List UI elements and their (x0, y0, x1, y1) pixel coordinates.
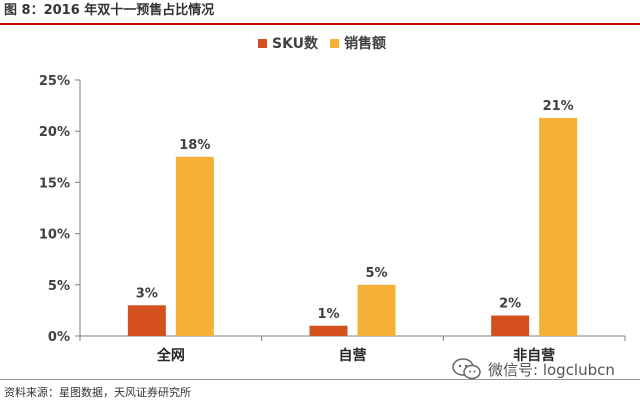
legend-swatch (258, 39, 267, 48)
y-axis: 0% 5% 10% 15% 20% 25% (39, 74, 81, 345)
footer-rule (0, 379, 640, 380)
chart-legend: SKU数 销售额 (258, 35, 386, 52)
bar-chart: SKU数 销售额 0% 5% 10% 15% 20% 25% 全网 自营 非自营 3% 18% 1%… (39, 35, 626, 364)
bars: 3% 18% 1% 5% 2% 21% (127, 99, 578, 336)
bar (175, 156, 214, 336)
legend-swatch (330, 39, 340, 48)
bar (127, 305, 166, 336)
x-category-label: 自营 (339, 347, 367, 364)
bar (309, 325, 348, 336)
source-note: 资料来源：星图数据，天风证券研究所 (4, 386, 191, 399)
bar-data-label: 21% (543, 99, 574, 114)
y-tick-label: 20% (39, 125, 70, 140)
x-category-label: 非自营 (513, 347, 555, 364)
bar-data-label: 5% (365, 266, 387, 281)
bar (539, 117, 578, 336)
figure-title: 图 8：2016 年双十一预售占比情况 (4, 3, 215, 18)
x-axis: 全网 自营 非自营 (79, 335, 626, 364)
watermark: 微信号: logclubcn (452, 358, 615, 380)
title-rule (0, 23, 640, 25)
y-tick-label: 15% (39, 176, 70, 191)
y-tick-label: 5% (48, 279, 70, 294)
legend-label: 销售额 (344, 35, 386, 52)
bar-data-label: 3% (136, 286, 158, 301)
watermark-text: 微信号: logclubcn (488, 360, 615, 379)
y-tick-label: 10% (39, 228, 70, 243)
bar (357, 284, 396, 336)
y-tick-label: 25% (39, 74, 70, 89)
bar-data-label: 18% (179, 138, 210, 153)
bar-data-label: 1% (317, 307, 339, 322)
bar (491, 315, 530, 336)
legend-label: SKU数 (272, 35, 319, 52)
y-tick-label: 0% (48, 330, 70, 345)
wechat-icon (452, 358, 481, 380)
x-category-label: 全网 (156, 347, 185, 364)
bar-data-label: 2% (499, 297, 521, 312)
